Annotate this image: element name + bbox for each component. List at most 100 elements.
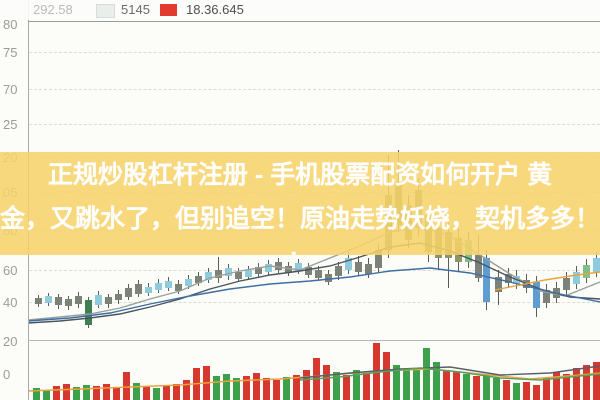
candle-body bbox=[145, 287, 152, 293]
volume-bar bbox=[473, 376, 480, 400]
volume-bar bbox=[483, 375, 490, 400]
legend-swatch-red bbox=[160, 4, 177, 16]
y-axis-label: 70 bbox=[3, 82, 18, 97]
volume-bar bbox=[363, 373, 370, 400]
volume-bar bbox=[173, 384, 180, 400]
volume-bar bbox=[413, 368, 420, 400]
candle-body bbox=[245, 270, 252, 277]
candle-body bbox=[65, 299, 72, 306]
candle-body bbox=[85, 300, 92, 325]
vol-ma-dark bbox=[299, 365, 600, 379]
volume-bar bbox=[513, 383, 520, 400]
legend-value-3: 18.36.645 bbox=[186, 2, 244, 17]
volume-bar bbox=[133, 383, 140, 400]
candle-body bbox=[543, 290, 550, 303]
volume-bar bbox=[33, 388, 40, 400]
candle-body bbox=[285, 266, 292, 273]
volume-bar bbox=[63, 384, 70, 400]
candle-body bbox=[483, 258, 490, 302]
volume-bar bbox=[403, 370, 410, 400]
volume-bar bbox=[233, 378, 240, 400]
volume-bar bbox=[43, 390, 50, 400]
y-axis-label: 20 bbox=[3, 334, 18, 349]
volume-bar bbox=[83, 385, 90, 400]
volume-bar bbox=[453, 372, 460, 400]
volume-bar bbox=[93, 386, 100, 400]
candle-body bbox=[375, 250, 382, 268]
volume-bar bbox=[183, 380, 190, 400]
candle-body bbox=[175, 284, 182, 291]
candle-body bbox=[215, 270, 222, 278]
volume-bar bbox=[103, 384, 110, 400]
candle-body bbox=[255, 267, 262, 274]
candle-body bbox=[495, 277, 502, 292]
candle-body bbox=[75, 296, 82, 304]
candle-body bbox=[35, 298, 42, 304]
candle-body bbox=[275, 262, 282, 270]
volume-bar bbox=[293, 375, 300, 400]
volume-bar bbox=[153, 388, 160, 400]
volume-bar bbox=[263, 378, 270, 400]
volume-bar bbox=[333, 372, 340, 400]
candle-body bbox=[345, 258, 352, 270]
volume-bar bbox=[163, 386, 170, 400]
volume-bar bbox=[323, 365, 330, 400]
volume-bar bbox=[463, 374, 470, 400]
candle-body bbox=[475, 255, 482, 278]
volume-bar bbox=[503, 380, 510, 400]
candle-body bbox=[195, 276, 202, 283]
candle-body bbox=[295, 263, 302, 271]
volume-bar bbox=[243, 376, 250, 400]
chart-legend: 292.58 5145 18.36.645 bbox=[0, 0, 600, 20]
legend-value-1: 292.58 bbox=[33, 2, 73, 17]
candle-body bbox=[335, 266, 342, 276]
headline-overlay-banner: 正规炒股杠杆注册 - 手机股票配资如何开户 黄 金，又跳水了，但别追空！原油走势… bbox=[0, 152, 600, 255]
volume-bar bbox=[113, 387, 120, 400]
ma-blue bbox=[27, 267, 600, 322]
vol-ma-green bbox=[299, 367, 600, 381]
vol-ma-orange bbox=[27, 368, 600, 392]
volume-bar bbox=[213, 376, 220, 400]
volume-bar bbox=[423, 348, 430, 400]
candle-body bbox=[593, 258, 600, 272]
candle-body bbox=[225, 268, 232, 276]
candle-body bbox=[573, 272, 580, 284]
ma-orange bbox=[494, 271, 600, 291]
volume-bar bbox=[343, 375, 350, 400]
candle-body bbox=[115, 294, 122, 300]
candle-body bbox=[265, 264, 272, 272]
volume-bar bbox=[143, 387, 150, 400]
volume-bar bbox=[563, 374, 570, 400]
volume-bar bbox=[393, 365, 400, 400]
volume-panel-divider bbox=[28, 340, 600, 341]
volume-bar bbox=[523, 382, 530, 400]
volume-bar bbox=[73, 387, 80, 400]
candle-body bbox=[563, 278, 570, 290]
candle-body bbox=[235, 272, 242, 279]
y-axis-label: 40 bbox=[3, 295, 18, 310]
candle-body bbox=[45, 296, 52, 303]
volume-bar bbox=[283, 377, 290, 400]
volume-bar bbox=[593, 362, 600, 400]
candle-body bbox=[135, 284, 142, 294]
candle-body bbox=[95, 295, 102, 305]
candle-body bbox=[305, 267, 312, 275]
ma-dark bbox=[27, 242, 600, 324]
y-axis-label: 60 bbox=[3, 263, 18, 278]
volume-bar bbox=[383, 352, 390, 400]
headline-line-1: 正规炒股杠杆注册 - 手机股票配资如何开户 黄 bbox=[47, 161, 553, 189]
candle-body bbox=[365, 264, 372, 274]
headline-line-3-clipped: ！ bbox=[0, 246, 600, 255]
y-axis-label: 25 bbox=[3, 117, 18, 132]
y-axis-label: 75 bbox=[3, 45, 18, 60]
candle-body bbox=[165, 281, 172, 288]
candle-body bbox=[155, 283, 162, 290]
volume-bar bbox=[353, 370, 360, 400]
candle-body bbox=[355, 262, 362, 272]
candle-body bbox=[583, 265, 590, 278]
legend-swatch-light bbox=[96, 4, 115, 18]
volume-bar bbox=[553, 372, 560, 400]
volume-bar bbox=[543, 378, 550, 400]
volume-bar bbox=[533, 385, 540, 400]
